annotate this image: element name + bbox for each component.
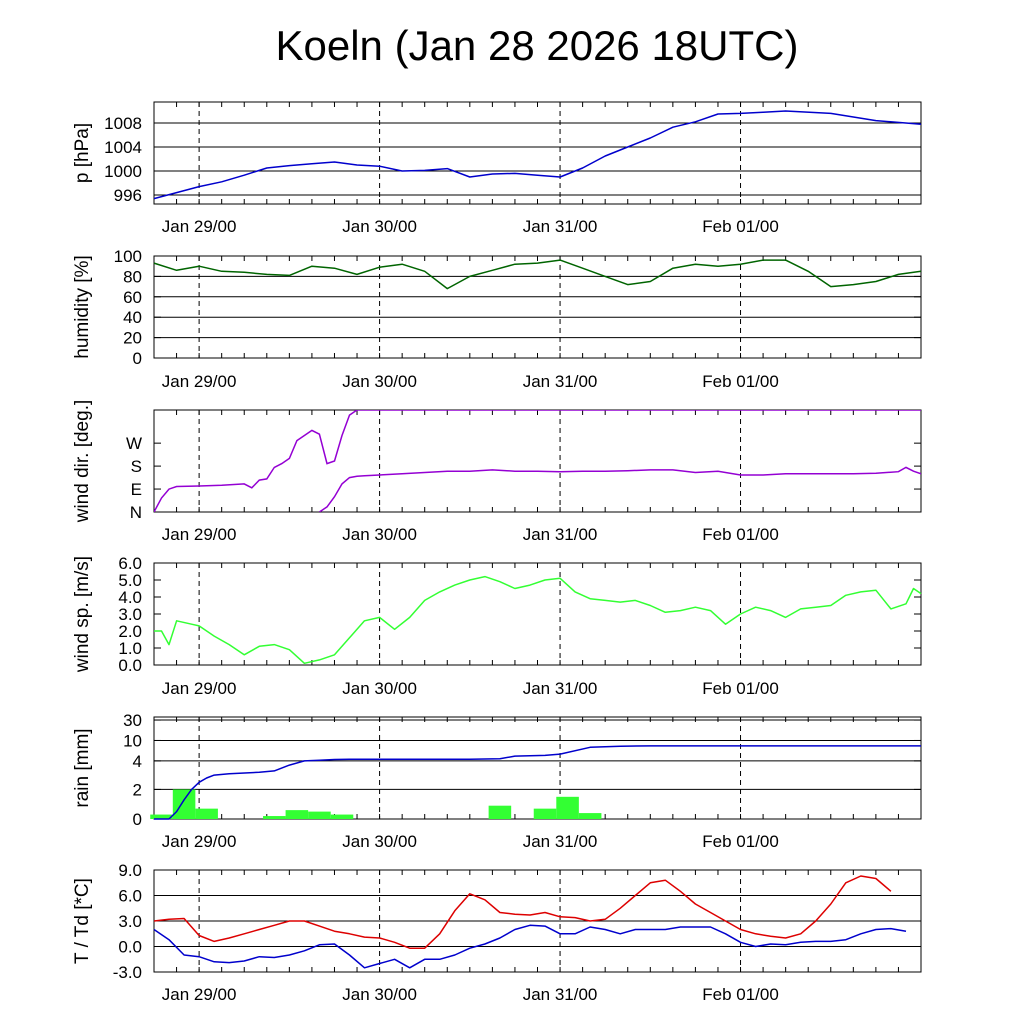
panel-frame-wind_speed xyxy=(153,562,922,666)
rain-bar xyxy=(556,796,579,819)
y-tick-label-rain: 30 xyxy=(123,711,142,730)
y-tick-label-humidity: 0 xyxy=(133,349,142,368)
x-tick-label-rain: Feb 01/00 xyxy=(702,832,779,851)
y-tick-label-wind_speed: 1.0 xyxy=(118,639,142,658)
x-tick-label-rain: Jan 31/00 xyxy=(523,832,598,851)
y-tick-label-humidity: 20 xyxy=(123,329,142,348)
y-tick-label-rain: 0 xyxy=(133,810,142,829)
x-tick-label-wind_speed: Jan 30/00 xyxy=(342,679,417,698)
x-tick-label-pressure: Jan 29/00 xyxy=(162,217,237,236)
x-tick-label-wind_direction: Feb 01/00 xyxy=(702,525,779,544)
y-tick-label-wind_direction: N xyxy=(130,503,142,522)
series-line-wind-speed xyxy=(154,575,922,665)
x-tick-label-temperature: Jan 30/00 xyxy=(342,985,417,1004)
series-line-pressure xyxy=(153,110,922,200)
x-tick-label-temperature: Jan 29/00 xyxy=(162,985,237,1004)
y-tick-label-temperature: 9.0 xyxy=(118,861,142,880)
series-line-wind-dir xyxy=(154,410,921,512)
y-tick-label-temperature: 0.0 xyxy=(118,938,142,957)
y-tick-label-pressure: 1000 xyxy=(104,162,142,181)
y-axis-title-wind_direction: wind dir. [deg.] xyxy=(72,400,93,524)
y-axis-title-humidity: humidity [%] xyxy=(72,255,93,358)
y-tick-label-wind_speed: 5.0 xyxy=(118,571,142,590)
x-tick-label-pressure: Feb 01/00 xyxy=(702,217,779,236)
chart-title: Koeln (Jan 28 2026 18UTC) xyxy=(275,22,799,69)
y-tick-label-humidity: 100 xyxy=(114,247,142,266)
x-tick-label-wind_direction: Jan 31/00 xyxy=(523,525,598,544)
x-tick-label-pressure: Jan 31/00 xyxy=(523,217,598,236)
y-tick-label-humidity: 60 xyxy=(123,288,142,307)
rain-bar xyxy=(533,808,557,819)
panel-frame-pressure xyxy=(153,101,922,205)
panel-frame-humidity xyxy=(153,255,922,359)
rain-bar xyxy=(285,810,309,819)
y-tick-label-wind_direction: W xyxy=(126,434,142,453)
rain-bar xyxy=(308,811,331,819)
y-tick-label-rain: 2 xyxy=(133,780,142,799)
series-line-temperature xyxy=(153,875,892,949)
y-axis-title-pressure: p [hPa] xyxy=(72,123,93,183)
x-tick-label-humidity: Jan 30/00 xyxy=(342,372,417,391)
rain-bar xyxy=(172,789,196,819)
y-tick-label-wind_direction: S xyxy=(131,457,142,476)
series-line-wind-dir-wrapped xyxy=(318,466,921,512)
y-axis-title-rain: rain [mm] xyxy=(72,728,93,807)
x-tick-label-rain: Jan 29/00 xyxy=(162,832,237,851)
x-tick-label-humidity: Jan 31/00 xyxy=(523,372,598,391)
x-tick-label-rain: Jan 30/00 xyxy=(342,832,417,851)
y-tick-label-temperature: 6.0 xyxy=(118,887,142,906)
rain-bar xyxy=(488,805,512,819)
y-tick-label-wind_direction: E xyxy=(131,480,142,499)
x-tick-label-wind_direction: Jan 30/00 xyxy=(342,525,417,544)
rain-bar xyxy=(330,814,354,819)
y-tick-label-rain: 10 xyxy=(123,731,142,750)
rain-bar xyxy=(150,814,173,819)
y-tick-label-pressure: 1008 xyxy=(104,114,142,133)
y-tick-label-wind_speed: 4.0 xyxy=(118,588,142,607)
x-tick-label-pressure: Jan 30/00 xyxy=(342,217,417,236)
y-tick-label-humidity: 40 xyxy=(123,308,142,327)
y-tick-label-wind_speed: 0.0 xyxy=(118,656,142,675)
series-line-rain-total xyxy=(154,745,921,820)
y-tick-label-wind_speed: 2.0 xyxy=(118,622,142,641)
x-tick-label-temperature: Feb 01/00 xyxy=(702,985,779,1004)
y-tick-label-temperature: -3.0 xyxy=(113,963,142,982)
y-axis-title-wind_speed: wind sp. [m/s] xyxy=(72,556,93,673)
panel-frame-wind_direction xyxy=(153,409,922,513)
panel-frame-rain xyxy=(153,716,922,820)
rain-bar xyxy=(263,816,286,819)
x-tick-label-wind_direction: Jan 29/00 xyxy=(162,525,237,544)
y-tick-label-pressure: 996 xyxy=(114,186,142,205)
x-tick-label-wind_speed: Jan 29/00 xyxy=(162,679,237,698)
y-tick-label-wind_speed: 3.0 xyxy=(118,605,142,624)
y-tick-label-humidity: 80 xyxy=(123,267,142,286)
x-tick-label-temperature: Jan 31/00 xyxy=(523,985,598,1004)
y-tick-label-temperature: 3.0 xyxy=(118,912,142,931)
series-line-humidity xyxy=(153,259,922,290)
y-axis-title-temperature: T / Td [*C] xyxy=(72,878,93,964)
rain-bar xyxy=(578,813,602,819)
y-tick-label-wind_speed: 6.0 xyxy=(118,554,142,573)
rain-bar xyxy=(195,808,218,819)
x-tick-label-humidity: Jan 29/00 xyxy=(162,372,237,391)
x-tick-label-wind_speed: Jan 31/00 xyxy=(523,679,598,698)
x-tick-label-wind_speed: Feb 01/00 xyxy=(702,679,779,698)
y-tick-label-pressure: 1004 xyxy=(104,138,142,157)
x-tick-label-humidity: Feb 01/00 xyxy=(702,372,779,391)
series-line-dewpoint xyxy=(153,924,907,969)
y-tick-label-rain: 4 xyxy=(133,752,142,771)
